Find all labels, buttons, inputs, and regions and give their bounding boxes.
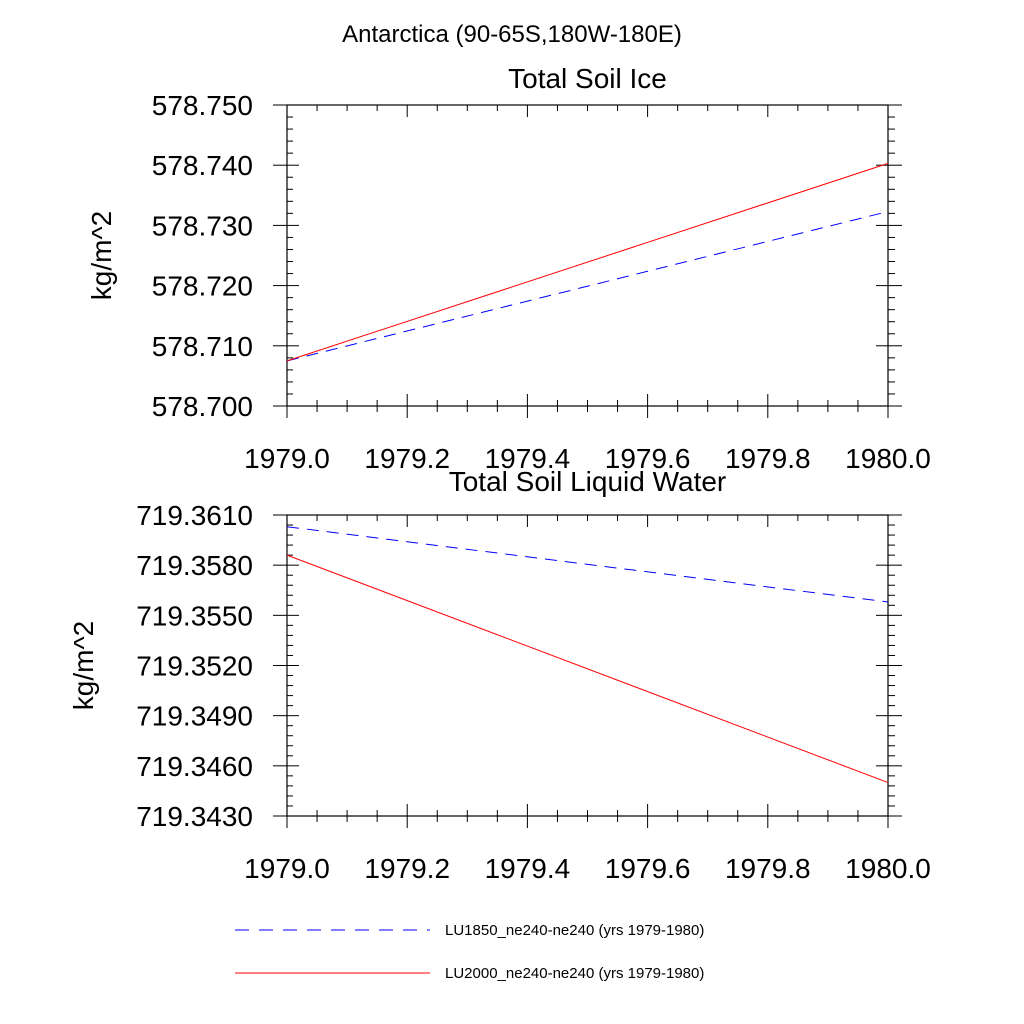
plot-frame bbox=[286, 104, 889, 407]
y-axis-label: kg/m^2 bbox=[86, 211, 117, 300]
y-tick-label: 719.3490 bbox=[136, 701, 253, 732]
x-tick-label: 1979.8 bbox=[725, 853, 811, 884]
x-tick-label: 1979.8 bbox=[725, 443, 811, 474]
figure-title: Antarctica (90-65S,180W-180E) bbox=[342, 21, 682, 48]
x-tick-label: 1979.2 bbox=[364, 853, 450, 884]
plot-frame bbox=[286, 514, 889, 817]
x-tick-label: 1979.6 bbox=[605, 443, 691, 474]
chart-title: Total Soil Liquid Water bbox=[449, 466, 727, 497]
x-tick-label: 1979.4 bbox=[485, 443, 571, 474]
y-tick-label: 578.720 bbox=[152, 271, 253, 302]
series-line-lu2000 bbox=[286, 162, 889, 362]
y-tick-label: 719.3430 bbox=[136, 801, 253, 832]
y-tick-label: 719.3580 bbox=[136, 550, 253, 581]
y-tick-label: 578.740 bbox=[152, 150, 253, 181]
y-tick-label: 578.730 bbox=[152, 210, 253, 241]
y-axis-label: kg/m^2 bbox=[68, 621, 99, 710]
y-tick-label: 719.3610 bbox=[136, 500, 253, 531]
y-tick-label: 578.700 bbox=[152, 391, 253, 422]
x-tick-label: 1979.0 bbox=[244, 853, 330, 884]
y-tick-label: 578.710 bbox=[152, 331, 253, 362]
chart-title: Total Soil Ice bbox=[508, 63, 667, 94]
legend-label-lu1850: LU1850_ne240-ne240 (yrs 1979-1980) bbox=[445, 922, 704, 939]
panels: Total Soil Ice kg/m^2 1979.0 1979.2 1979.4 19… bbox=[68, 63, 931, 884]
x-tick-label: 1979.6 bbox=[605, 853, 691, 884]
legend-label-lu2000: LU2000_ne240-ne240 (yrs 1979-1980) bbox=[445, 965, 704, 982]
y-tick-label: 719.3520 bbox=[136, 651, 253, 682]
x-tick-label: 1979.4 bbox=[485, 853, 571, 884]
y-tick-label: 719.3460 bbox=[136, 751, 253, 782]
chart-panel-1: Total Soil Ice kg/m^2 1979.0 1979.2 1979.4 19… bbox=[86, 63, 931, 474]
x-tick-label: 1980.0 bbox=[845, 443, 931, 474]
x-tick-label: 1980.0 bbox=[845, 853, 931, 884]
x-tick-label: 1979.2 bbox=[364, 443, 450, 474]
y-tick-label: 719.3550 bbox=[136, 600, 253, 631]
series-line-lu1850 bbox=[286, 526, 889, 603]
series-line-lu2000 bbox=[286, 554, 889, 784]
x-tick-label: 1979.0 bbox=[244, 443, 330, 474]
chart-panel-2: Total Soil Liquid Water kg/m^2 1979.0 1979.… bbox=[68, 466, 931, 884]
series-line-lu1850 bbox=[286, 211, 889, 362]
legend: LU1850_ne240-ne240 (yrs 1979-1980) LU200… bbox=[235, 922, 704, 982]
y-tick-label: 578.750 bbox=[152, 90, 253, 121]
